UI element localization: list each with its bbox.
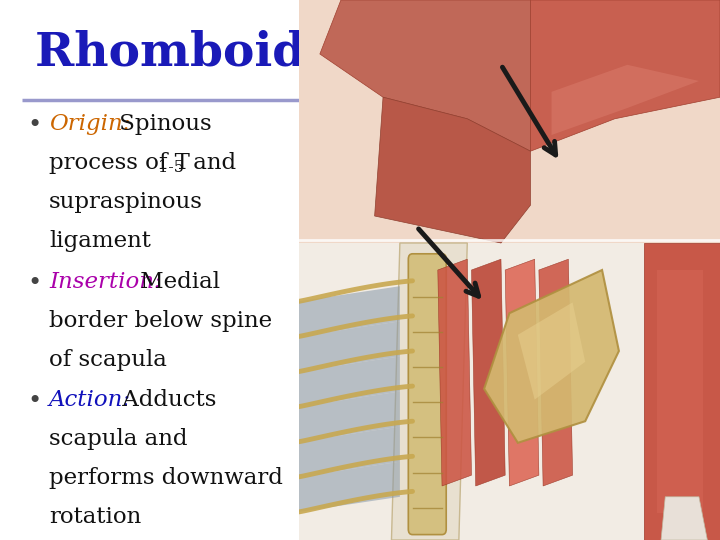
Polygon shape	[518, 302, 585, 400]
Text: scapula and: scapula and	[49, 428, 187, 450]
Text: •: •	[27, 271, 42, 295]
Polygon shape	[661, 497, 707, 540]
Polygon shape	[299, 392, 400, 442]
Text: •: •	[27, 389, 42, 414]
Polygon shape	[299, 356, 400, 407]
Text: supraspinous: supraspinous	[49, 191, 203, 213]
Text: Origin:: Origin:	[49, 113, 130, 136]
Text: rotation: rotation	[49, 506, 141, 528]
Polygon shape	[484, 270, 619, 443]
Text: Medial: Medial	[133, 271, 220, 293]
Text: Spinous: Spinous	[112, 113, 212, 136]
Text: Insertion:: Insertion:	[49, 271, 162, 293]
Polygon shape	[299, 462, 400, 512]
Text: Action:: Action:	[49, 389, 131, 411]
Text: border below spine: border below spine	[49, 310, 272, 332]
Text: Rhomboid Major: Rhomboid Major	[35, 30, 477, 76]
Text: 1-5: 1-5	[158, 159, 184, 176]
Polygon shape	[299, 286, 400, 336]
Polygon shape	[644, 243, 720, 540]
Polygon shape	[539, 259, 572, 486]
Polygon shape	[299, 243, 720, 540]
Polygon shape	[299, 0, 720, 243]
Polygon shape	[531, 0, 720, 151]
Text: of scapula: of scapula	[49, 349, 167, 370]
Polygon shape	[657, 270, 703, 513]
Text: process of T: process of T	[49, 152, 190, 174]
Text: Adducts: Adducts	[115, 389, 217, 411]
Text: 23: 23	[683, 511, 702, 526]
Polygon shape	[552, 65, 699, 135]
FancyBboxPatch shape	[408, 254, 446, 535]
Polygon shape	[299, 321, 400, 372]
Text: performs downward: performs downward	[49, 467, 283, 489]
Polygon shape	[392, 243, 467, 540]
Text: ligament: ligament	[49, 230, 150, 252]
Polygon shape	[505, 259, 539, 486]
Polygon shape	[472, 259, 505, 486]
Polygon shape	[320, 0, 531, 151]
Text: and: and	[186, 152, 236, 174]
Text: •: •	[27, 113, 42, 137]
Polygon shape	[374, 97, 531, 243]
Polygon shape	[438, 259, 472, 486]
Polygon shape	[299, 427, 400, 477]
